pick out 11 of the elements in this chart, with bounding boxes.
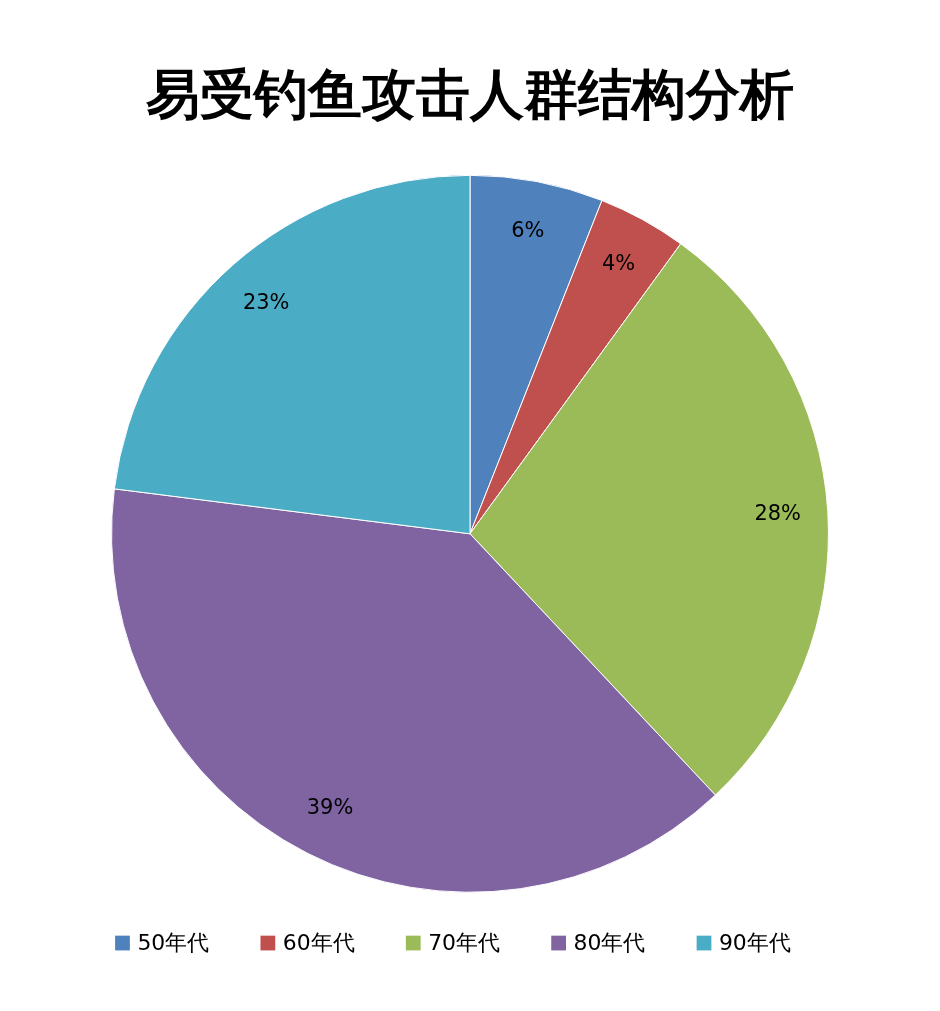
data-label: 23% bbox=[242, 289, 290, 314]
legend-label: 70年代 bbox=[428, 930, 501, 956]
legend-label: 80年代 bbox=[573, 930, 646, 956]
chart-title: 易受钓鱼攻击人群结构分析 bbox=[145, 64, 794, 125]
data-label: 6% bbox=[511, 217, 545, 242]
legend-label: 60年代 bbox=[282, 930, 355, 956]
legend-label: 90年代 bbox=[718, 930, 791, 956]
data-label: 28% bbox=[754, 501, 801, 526]
data-label: 39% bbox=[306, 795, 354, 820]
data-label: 4% bbox=[601, 250, 636, 275]
legend-label: 50年代 bbox=[137, 930, 210, 956]
